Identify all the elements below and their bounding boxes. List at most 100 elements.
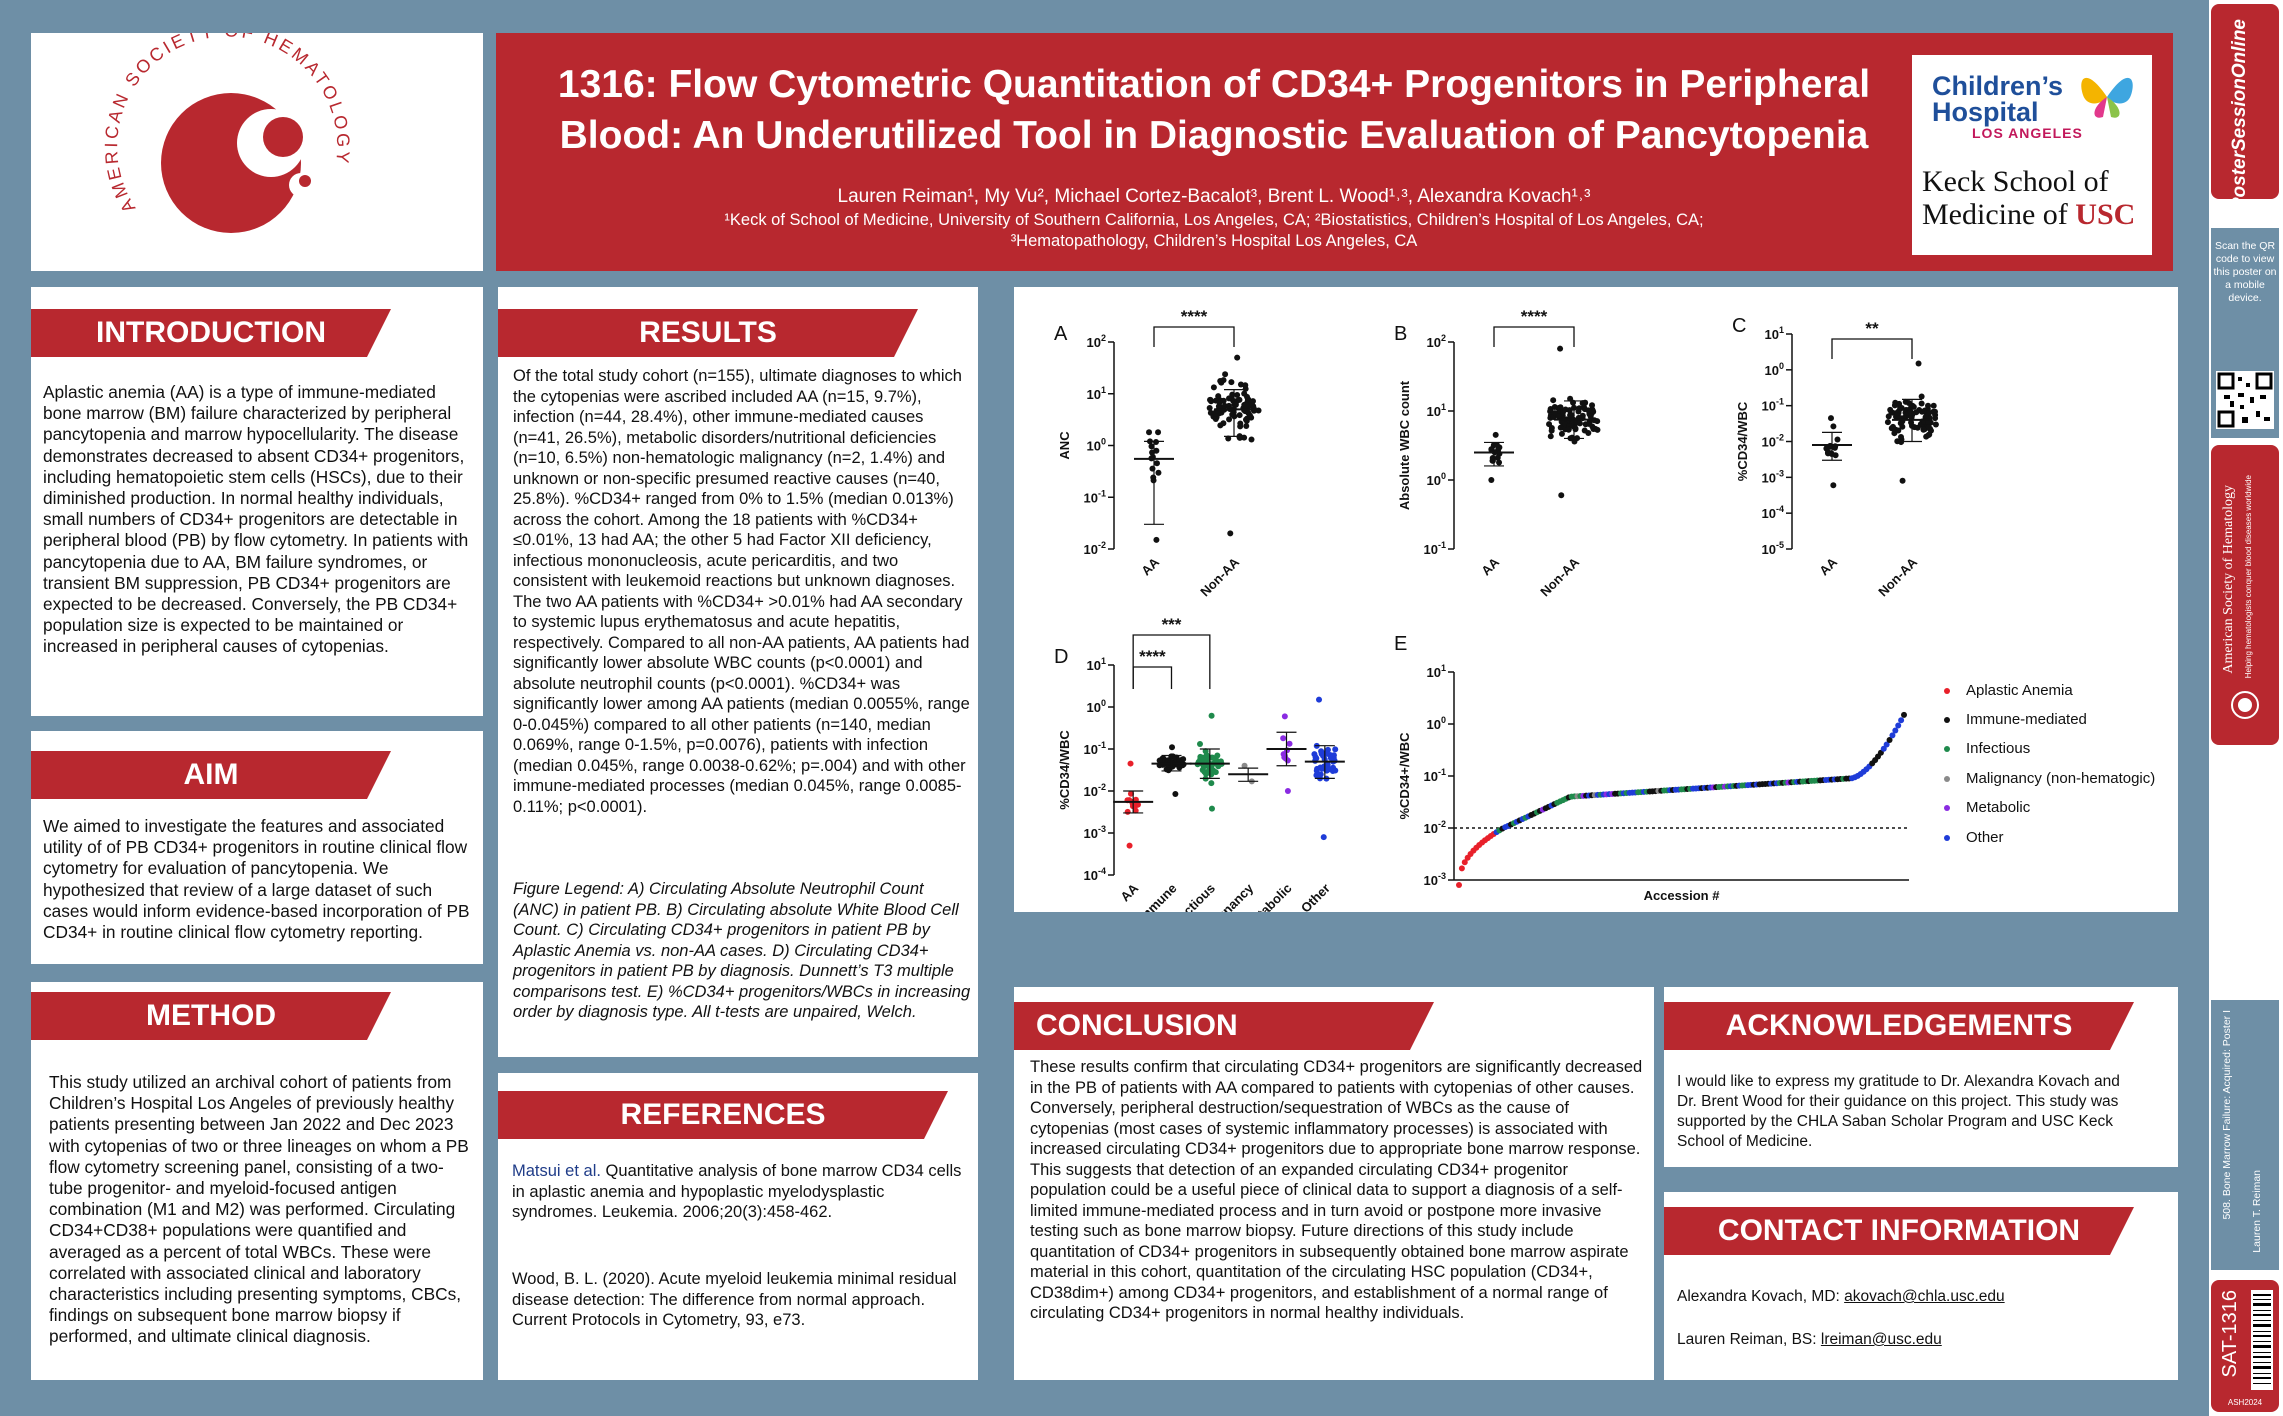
y-tick-label: 102 (1087, 333, 1106, 350)
y-tick-label: 101 (1087, 385, 1106, 402)
ash-logo: AMERICAN SOCIETY OF HEMATOLOGY (101, 20, 350, 233)
data-point (1581, 406, 1588, 413)
keck-line-2: Medicine of (1922, 198, 2068, 231)
data-point (1557, 404, 1564, 411)
reference-1-authors: Matsui et al. (512, 1162, 601, 1180)
results-figure: A ANC AA Non-AA **** 10-2 10-1 100 101 102 B Absolu… (1054, 307, 1939, 941)
ash-tagline: Helping hematologists conquer blood dise… (2244, 475, 2253, 679)
data-point (1210, 384, 1217, 391)
data-point (1243, 402, 1250, 409)
aim-heading: AIM (31, 751, 391, 799)
y-tick-label: 10-1 (1084, 488, 1106, 505)
method-heading: METHOD (31, 992, 391, 1040)
data-point (1169, 744, 1176, 751)
significance-bracket (1132, 666, 1173, 689)
session-label: 508. Bone Marrow Failure: Acquired: Post… (2221, 1010, 2233, 1220)
x-tick-label: AA (1138, 554, 1162, 578)
keck-usc: USC (2075, 198, 2136, 231)
significance-bracket (1493, 326, 1575, 347)
presenter-label: Lauren T. Reiman (2251, 1170, 2263, 1253)
data-point (1156, 757, 1163, 764)
data-point (1236, 412, 1243, 419)
data-point (1889, 423, 1896, 430)
data-point (1127, 790, 1134, 797)
data-point (1899, 423, 1906, 430)
data-point (1496, 459, 1503, 466)
introduction-heading: INTRODUCTION (31, 309, 391, 357)
significance-label: **** (1521, 307, 1548, 326)
y-tick-label: 10-3 (1762, 468, 1784, 485)
y-tick-label: 10-3 (1424, 871, 1446, 888)
figure-legend: Figure Legend: A) Circulating Absolute N… (513, 880, 971, 1021)
significance-label: ** (1865, 319, 1879, 338)
data-point (1558, 430, 1565, 437)
y-tick-label: 10-4 (1084, 866, 1106, 883)
y-tick-label: 10-4 (1762, 504, 1784, 521)
conclusion-heading: CONCLUSION (1014, 1002, 1434, 1050)
data-point (1225, 435, 1232, 442)
y-axis-label: ANC (1057, 431, 1072, 460)
acknowledgements-heading: ACKNOWLEDGEMENTS (1664, 1002, 2134, 1050)
data-point (1898, 433, 1905, 440)
data-point (1576, 405, 1583, 412)
data-point (1222, 371, 1229, 378)
data-point (1568, 412, 1575, 419)
significance-label: *** (1162, 615, 1182, 634)
data-point (1918, 400, 1925, 407)
data-point (1284, 788, 1291, 794)
data-point (1492, 431, 1499, 438)
data-point (1830, 482, 1837, 489)
data-point (1280, 735, 1287, 742)
aim-text: We aimed to investigate the features and… (43, 816, 470, 943)
reference-1-rest: Quantitative analysis of bone marrow CD3… (512, 1162, 962, 1221)
data-point (1202, 770, 1209, 777)
contact-1-email-link[interactable]: akovach@chla.usc.edu (1844, 1288, 2005, 1305)
contact-2-email-link[interactable]: lreiman@usc.edu (1820, 1331, 1942, 1348)
ash-mini-logo (2231, 691, 2259, 719)
session-tile: 508. Bone Marrow Failure: Acquired: Post… (2211, 1000, 2279, 1270)
y-axis-label: %CD34+/WBC (1397, 732, 1412, 820)
brand-tile[interactable]: PosterSessionOnline (2211, 4, 2279, 210)
ash-logo-panel: AMERICAN SOCIETY OF HEMATOLOGY (31, 20, 483, 271)
significance-bracket (1132, 634, 1211, 689)
data-point (1887, 406, 1894, 413)
aim-panel: AIM We aimed to investigate the features… (31, 731, 483, 964)
poster-id-tile: SAT-1316 ASH2024 (2211, 1280, 2279, 1412)
y-axis-label: Absolute WBC count (1397, 380, 1412, 510)
data-point (1243, 423, 1250, 430)
data-point (1134, 801, 1141, 808)
data-point (1562, 406, 1569, 413)
data-point (1197, 753, 1204, 760)
data-point (1885, 413, 1892, 420)
data-point (1320, 834, 1327, 841)
panel-letter: D (1054, 646, 1068, 668)
data-point (1153, 460, 1160, 467)
data-point (1214, 752, 1221, 759)
y-axis-label: %CD34/WBC (1057, 730, 1072, 810)
data-point (1241, 390, 1248, 397)
y-tick-label: 10-1 (1424, 540, 1446, 557)
data-point (1834, 436, 1841, 443)
qr-code-icon[interactable] (2216, 371, 2274, 429)
data-point (1889, 732, 1896, 739)
data-point (1920, 426, 1927, 433)
data-point (1918, 393, 1925, 400)
introduction-text: Aplastic anemia (AA) is a type of immune… (43, 382, 469, 657)
y-tick-label: 10-5 (1762, 540, 1784, 557)
title-line-2: Blood: An Underutilized Tool in Diagnost… (559, 114, 1869, 157)
y-tick-label: 102 (1427, 333, 1446, 350)
data-point (1280, 751, 1287, 758)
data-point (1899, 477, 1906, 484)
y-tick-label: 10-1 (1762, 397, 1784, 414)
data-point (1281, 713, 1288, 720)
data-point (1234, 354, 1241, 361)
x-tick-label: AA (1816, 554, 1840, 578)
y-tick-label: 101 (1427, 402, 1446, 419)
y-tick-label: 101 (1427, 663, 1446, 680)
conclusion-text: These results confirm that circulating C… (1030, 1058, 1643, 1322)
data-point (1585, 430, 1592, 437)
data-point (1317, 771, 1324, 778)
data-point (1589, 423, 1596, 430)
legend-item: Malignancy (non-hematogic) (1944, 770, 2155, 787)
chla-logo: Children’s Hospital LOS ANGELES (1932, 73, 2142, 141)
